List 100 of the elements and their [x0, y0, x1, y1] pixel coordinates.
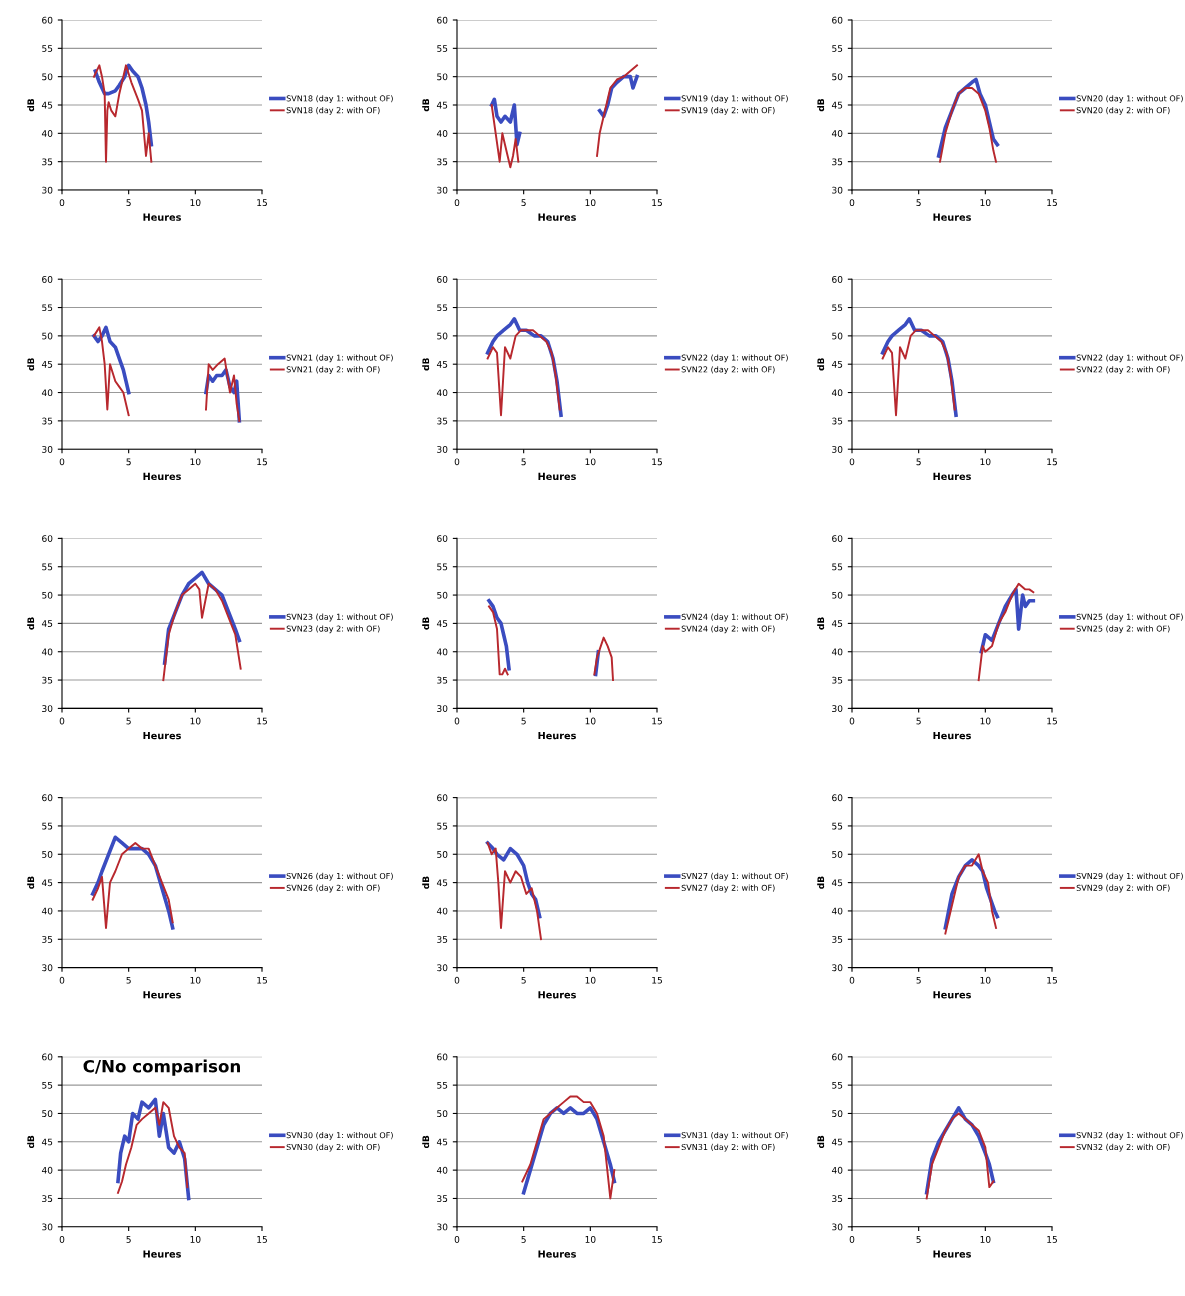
x-axis-title: Heures — [538, 472, 576, 481]
x-tick-label: 0 — [454, 1235, 460, 1243]
x-axis-title: Heures — [143, 213, 181, 221]
y-tick-label: 45 — [436, 101, 448, 109]
x-tick-label: 10 — [190, 458, 201, 466]
x-tick-label: 15 — [1047, 976, 1057, 984]
x-tick-label: 0 — [849, 717, 855, 725]
y-axis-title: dB — [422, 358, 430, 371]
y-tick-label: 40 — [831, 1166, 843, 1174]
legend-label: SVN22 (day 2: with OF) — [1076, 366, 1170, 375]
legend-label: SVN21 (day 1: without OF) — [286, 354, 393, 363]
y-tick-label: 55 — [832, 563, 843, 571]
x-axis-title: Heures — [933, 991, 971, 999]
line-series — [486, 841, 542, 941]
y-tick-label: 50 — [832, 73, 843, 81]
y-tick-label: 30 — [832, 705, 843, 712]
y-tick-label: 30 — [42, 1223, 53, 1231]
y-tick-label: 40 — [831, 130, 843, 137]
legend-label: SVN19 (day 2: with OF) — [681, 107, 775, 115]
legend-label: SVN19 (day 1: without OF) — [681, 95, 788, 103]
y-tick-label: 55 — [42, 1081, 53, 1089]
legend-label: SVN23 (day 1: without OF) — [286, 613, 393, 622]
x-axis-title: Heures — [933, 732, 971, 740]
x-tick-label: 5 — [521, 976, 526, 984]
x-tick-label: 10 — [980, 976, 991, 984]
x-tick-label: 10 — [585, 199, 596, 207]
y-tick-label: 45 — [41, 620, 53, 627]
y-tick-label: 45 — [41, 361, 53, 368]
x-tick-label: 5 — [916, 1236, 921, 1243]
y-tick-label: 45 — [436, 879, 448, 887]
x-tick-label: 15 — [1047, 717, 1057, 725]
x-tick-label: 10 — [980, 717, 991, 725]
x-tick-label: 15 — [652, 717, 662, 725]
x-axis-title: Heures — [143, 1250, 181, 1258]
y-tick-label: 60 — [437, 1053, 448, 1061]
x-tick-label: 5 — [916, 976, 921, 984]
x-tick-label: 0 — [849, 458, 855, 466]
x-axis-title: Heures — [933, 472, 971, 481]
x-tick-label: 0 — [849, 1235, 855, 1243]
y-tick-label: 50 — [437, 591, 448, 599]
y-tick-label: 30 — [42, 445, 53, 453]
y-tick-label: 55 — [437, 1081, 448, 1089]
y-tick-label: 50 — [42, 1110, 53, 1118]
y-tick-label: 35 — [42, 417, 53, 425]
legend-label: SVN20 (day 1: without OF) — [1076, 95, 1183, 103]
y-tick-label: 40 — [831, 648, 843, 656]
legend-label: SVN29 (day 1: without OF) — [1076, 872, 1183, 881]
y-tick-label: 40 — [436, 130, 448, 137]
x-axis-title: Heures — [538, 213, 576, 221]
x-tick-label: 10 — [585, 1235, 596, 1243]
y-tick-label: 50 — [42, 73, 53, 81]
y-tick-label: 50 — [437, 851, 448, 858]
x-tick-label: 5 — [126, 458, 131, 466]
y-tick-label: 35 — [437, 676, 448, 684]
line-series — [162, 582, 242, 682]
legend-label: SVN22 (day 1: without OF) — [681, 354, 788, 363]
y-tick-label: 60 — [42, 535, 53, 542]
x-axis-title: Heures — [538, 1250, 576, 1258]
legend-label: SVN24 (day 1: without OF) — [681, 613, 788, 622]
y-tick-label: 35 — [832, 936, 843, 943]
y-tick-label: 45 — [41, 1138, 53, 1146]
x-tick-label: 10 — [190, 1235, 201, 1243]
x-axis-title: Heures — [538, 991, 576, 999]
y-axis-title: dB — [422, 1135, 430, 1149]
legend-label: SVN26 (day 1: without OF) — [286, 872, 393, 881]
chart-title: C/No comparison — [83, 1059, 240, 1076]
legend-label: SVN24 (day 2: with OF) — [681, 625, 775, 634]
x-tick-label: 15 — [652, 1236, 662, 1243]
y-axis-title: dB — [27, 358, 35, 371]
y-tick-label: 35 — [42, 158, 53, 166]
y-tick-label: 45 — [41, 879, 53, 887]
y-tick-label: 55 — [42, 822, 53, 830]
x-tick-label: 10 — [980, 199, 991, 207]
y-tick-label: 40 — [436, 1166, 448, 1174]
x-tick-label: 15 — [257, 458, 267, 466]
y-tick-label: 30 — [42, 964, 53, 972]
y-axis-title: dB — [422, 98, 430, 112]
y-tick-label: 55 — [42, 304, 53, 312]
y-axis-title: dB — [27, 1135, 35, 1149]
y-tick-label: 45 — [831, 620, 843, 627]
legend-label: SVN25 (day 1: without OF) — [1076, 613, 1183, 622]
y-tick-label: 35 — [437, 1195, 448, 1203]
legend-label: SVN27 (day 2: with OF) — [681, 884, 775, 893]
y-axis-title: dB — [817, 876, 825, 889]
legend-label: SVN30 (day 2: with OF) — [286, 1143, 380, 1152]
y-tick-label: 30 — [437, 186, 448, 194]
x-tick-label: 0 — [849, 976, 855, 984]
line-series — [939, 87, 997, 163]
y-tick-label: 45 — [831, 1138, 843, 1146]
y-tick-label: 45 — [831, 879, 843, 887]
y-tick-label: 35 — [832, 676, 843, 684]
x-tick-label: 15 — [257, 717, 267, 725]
y-tick-label: 35 — [832, 1195, 843, 1203]
x-tick-label: 15 — [652, 199, 662, 207]
y-tick-label: 50 — [437, 73, 448, 81]
y-tick-label: 50 — [832, 591, 843, 599]
y-tick-label: 60 — [832, 1053, 843, 1061]
x-tick-label: 0 — [454, 199, 460, 207]
y-tick-label: 30 — [437, 705, 448, 712]
y-tick-label: 45 — [436, 1138, 448, 1146]
